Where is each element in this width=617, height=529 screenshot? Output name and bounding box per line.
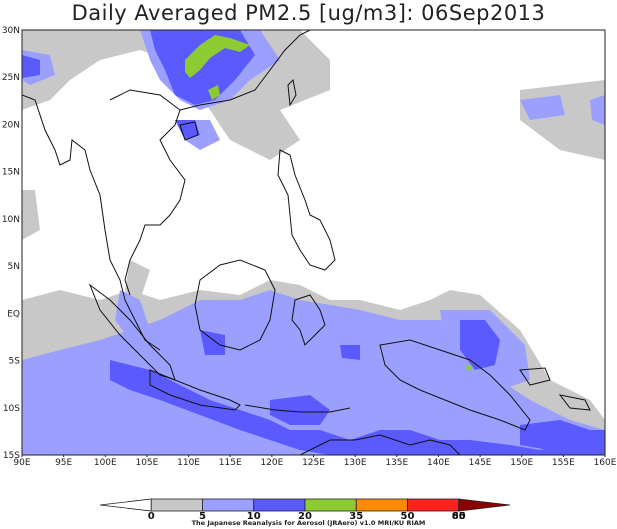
lat-label-15s: 15S bbox=[3, 451, 20, 461]
lon-label-125e: 125E bbox=[302, 458, 325, 468]
lon-label-135e: 135E bbox=[385, 458, 408, 468]
blue-band bbox=[22, 30, 605, 455]
map-title: Daily Averaged PM2.5 [ug/m3]: 06Sep2013 bbox=[71, 1, 546, 25]
colorbar-segment-65 bbox=[407, 498, 460, 512]
lon-label-155e: 155E bbox=[552, 458, 575, 468]
lon-label-145e: 145E bbox=[469, 458, 492, 468]
lon-label-140e: 140E bbox=[427, 458, 450, 468]
colorbar-segment-35 bbox=[304, 498, 357, 512]
colorbar-tick-0: 0 bbox=[148, 511, 155, 522]
colorbar-segment-20 bbox=[253, 498, 306, 512]
colorbar-tick-10: 10 bbox=[247, 511, 261, 522]
colorbar-segment-50 bbox=[355, 498, 408, 512]
lon-label-115e: 115E bbox=[219, 458, 242, 468]
lat-label-10n: 10N bbox=[2, 215, 20, 225]
credit-line: The Japanese Reanalysis for Aerosol (JRA… bbox=[191, 519, 426, 527]
lon-label-110e: 110E bbox=[177, 458, 200, 468]
latitude-labels: 30N 25N 20N 15N 10N 5N EQ 5S 10S 15S bbox=[2, 26, 20, 461]
colorbar-tick-5: 5 bbox=[199, 511, 206, 522]
lon-label-90e: 90E bbox=[13, 458, 30, 468]
lon-label-120e: 120E bbox=[260, 458, 283, 468]
lat-label-15n: 15N bbox=[2, 168, 20, 178]
lon-label-95e: 95E bbox=[55, 458, 72, 468]
colorbar-tick-35: 35 bbox=[349, 511, 363, 522]
colorbar-segment-0 bbox=[99, 498, 152, 512]
lon-label-100e: 100E bbox=[94, 458, 117, 468]
lat-label-10s: 10S bbox=[3, 404, 20, 414]
lat-label-30n: 30N bbox=[2, 26, 20, 36]
lat-label-5s: 5S bbox=[9, 357, 21, 367]
coastlines bbox=[22, 30, 591, 455]
pm25-field bbox=[22, 30, 605, 455]
colorbar-tick-50: 50 bbox=[401, 511, 415, 522]
colorbar-tick-80: 80 bbox=[452, 511, 466, 522]
lat-label-20n: 20N bbox=[2, 120, 20, 130]
lat-label-5n: 5N bbox=[8, 262, 20, 272]
colorbar-tick-20: 20 bbox=[298, 511, 312, 522]
lat-label-eq: EQ bbox=[7, 309, 20, 319]
colorbar-segment-80 bbox=[458, 498, 511, 512]
longitude-labels: 90E 95E 100E 105E 110E 115E 120E 125E 130E 135E 14… bbox=[13, 455, 617, 468]
lon-label-150e: 150E bbox=[510, 458, 533, 468]
lon-label-160e: 160E bbox=[594, 458, 617, 468]
green-band bbox=[185, 35, 471, 370]
colorbar-segment-10 bbox=[202, 498, 255, 512]
colorbar-tick-65: 65 bbox=[452, 511, 466, 522]
lon-label-130e: 130E bbox=[344, 458, 367, 468]
lon-label-105e: 105E bbox=[135, 458, 158, 468]
lat-label-25n: 25N bbox=[2, 73, 20, 83]
colorbar-segment-5 bbox=[150, 498, 203, 512]
